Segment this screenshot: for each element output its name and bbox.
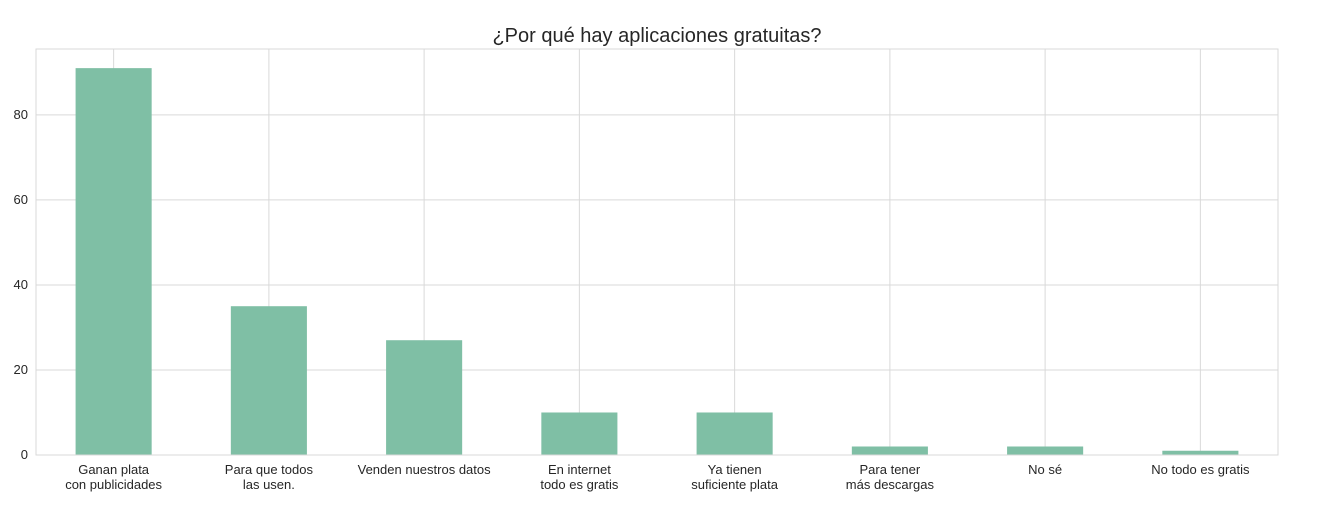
x-tick-label: más descargas bbox=[846, 477, 935, 492]
plot-frame bbox=[35, 48, 1279, 456]
x-tick-label: Venden nuestros datos bbox=[358, 462, 491, 477]
x-tick-label: Ganan plata bbox=[78, 462, 150, 477]
x-tick-label: Para que todos bbox=[225, 462, 314, 477]
y-tick-label: 60 bbox=[14, 192, 28, 207]
y-axis: 0 20 40 60 80 bbox=[14, 107, 28, 462]
x-tick-label: No sé bbox=[1028, 462, 1062, 477]
x-tick-label: Ya tienen bbox=[708, 462, 762, 477]
bar bbox=[75, 68, 152, 455]
bar bbox=[386, 340, 463, 455]
x-tick-label: Para tener bbox=[860, 462, 921, 477]
x-tick-label: con publicidades bbox=[65, 477, 162, 492]
bar bbox=[1162, 450, 1239, 455]
bar bbox=[1007, 446, 1084, 455]
x-tick-label: No todo es gratis bbox=[1151, 462, 1250, 477]
bar bbox=[541, 412, 618, 455]
y-tick-label: 80 bbox=[14, 107, 28, 122]
y-tick-label: 40 bbox=[14, 277, 28, 292]
x-tick-label: las usen. bbox=[243, 477, 295, 492]
bar bbox=[851, 446, 928, 455]
bar bbox=[696, 412, 773, 455]
chart-title: ¿Por qué hay aplicaciones gratuitas? bbox=[492, 25, 821, 47]
bars bbox=[75, 68, 1239, 455]
y-tick-label: 0 bbox=[21, 447, 28, 462]
bar bbox=[230, 306, 307, 455]
x-tick-label: suficiente plata bbox=[691, 477, 778, 492]
grid bbox=[36, 49, 1278, 456]
x-tick-label: todo es gratis bbox=[540, 477, 619, 492]
y-tick-label: 20 bbox=[14, 362, 28, 377]
x-tick-label: En internet bbox=[548, 462, 611, 477]
